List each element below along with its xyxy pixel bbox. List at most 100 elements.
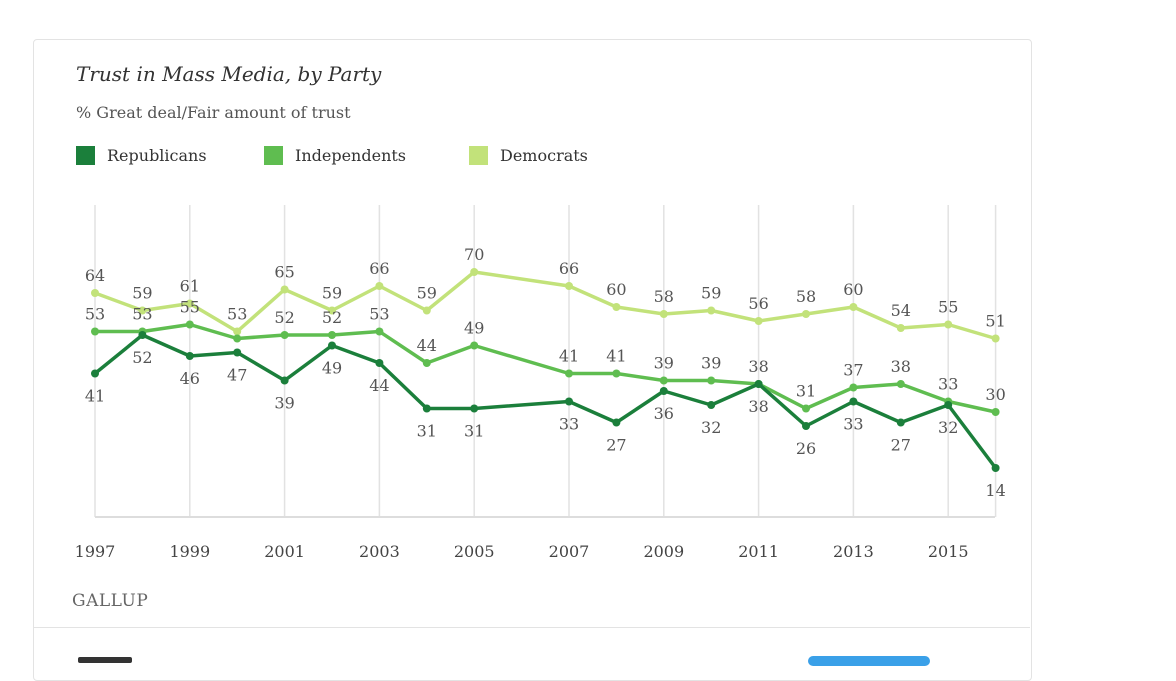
data-point [565, 282, 573, 290]
chart-subtitle: % Great deal/Fair amount of trust [76, 103, 351, 122]
data-point [233, 334, 242, 343]
data-point [185, 320, 194, 329]
data-label: 53 [132, 305, 152, 324]
data-label: 52 [132, 348, 152, 367]
data-label: 27 [891, 436, 911, 455]
chart-card [33, 39, 1032, 681]
data-label: 36 [654, 404, 674, 423]
data-point [896, 380, 905, 388]
data-label: 47 [227, 366, 247, 385]
data-point [375, 282, 384, 290]
x-tick-label: 2001 [264, 542, 305, 561]
data-label: 52 [322, 308, 342, 327]
series-line-republicans [93, 333, 997, 470]
data-point [138, 331, 147, 339]
x-tick-label: 1999 [169, 542, 210, 561]
data-label: 39 [701, 354, 721, 373]
data-point [375, 359, 384, 367]
data-label: 59 [417, 284, 437, 303]
data-label: 33 [843, 415, 863, 434]
data-point [991, 408, 1000, 416]
x-tick-label: 2005 [454, 542, 495, 561]
data-point [612, 303, 621, 311]
data-label: 44 [417, 336, 437, 355]
data-point [375, 327, 384, 336]
data-point [659, 376, 668, 385]
x-tick-label: 2003 [359, 542, 400, 561]
data-label: 32 [938, 418, 958, 437]
data-point [802, 310, 810, 318]
data-point [849, 383, 858, 392]
data-point [233, 348, 242, 357]
data-point [422, 359, 431, 367]
data-point [91, 289, 99, 297]
data-point [612, 369, 621, 378]
data-point [565, 397, 573, 406]
data-point [896, 324, 905, 332]
legend-label: Republicans [107, 146, 207, 165]
data-label: 55 [180, 298, 200, 317]
data-label: 65 [274, 263, 294, 282]
data-point [849, 397, 858, 406]
data-label: 60 [606, 280, 626, 299]
data-point [612, 418, 621, 427]
data-point [849, 303, 858, 311]
data-label: 33 [559, 415, 579, 434]
bottom-button[interactable] [808, 656, 930, 666]
data-label: 56 [748, 294, 768, 313]
data-point [802, 422, 810, 430]
data-label: 49 [464, 319, 484, 338]
data-label: 38 [891, 357, 911, 376]
data-point [470, 341, 479, 350]
data-point [422, 404, 431, 413]
data-point [659, 310, 668, 318]
data-point [328, 306, 336, 315]
x-tick-label: 2015 [928, 542, 969, 561]
data-point [991, 464, 1000, 472]
data-point [470, 404, 479, 413]
data-point [707, 376, 716, 385]
data-label: 41 [85, 387, 105, 406]
x-tick-label: 2013 [833, 542, 874, 561]
data-label: 55 [938, 298, 958, 317]
data-point [565, 369, 573, 378]
data-point [280, 285, 289, 294]
legend-swatch-republicans [76, 146, 95, 165]
data-label: 59 [132, 284, 152, 303]
data-label: 64 [85, 266, 105, 285]
data-label: 39 [654, 354, 674, 373]
data-point [91, 327, 99, 336]
data-label: 30 [985, 385, 1005, 404]
data-point [470, 268, 479, 276]
data-label: 31 [464, 422, 484, 441]
data-label: 26 [796, 439, 816, 458]
legend-independents: Independents [264, 146, 406, 165]
data-label: 46 [180, 369, 200, 388]
data-label: 14 [985, 481, 1005, 500]
data-label: 27 [606, 436, 626, 455]
x-tick-label: 2011 [738, 542, 779, 561]
data-label: 66 [369, 259, 389, 278]
data-label: 38 [748, 397, 768, 416]
data-point [91, 369, 99, 378]
data-point [138, 306, 147, 315]
data-point [754, 380, 763, 388]
gallup-logo: GALLUP [72, 591, 149, 611]
data-label: 61 [180, 277, 200, 296]
data-label: 53 [85, 305, 105, 324]
legend-swatch-independents [264, 146, 283, 165]
data-label: 59 [701, 284, 721, 303]
data-point [707, 401, 716, 409]
data-label: 37 [843, 361, 863, 380]
legend-democrats: Democrats [469, 146, 588, 165]
legend-label: Democrats [500, 146, 588, 165]
data-point [944, 320, 953, 329]
x-tick-label: 1997 [75, 542, 116, 561]
data-label: 60 [843, 280, 863, 299]
bottom-icon [78, 657, 132, 663]
data-point [185, 352, 194, 360]
legend-republicans: Republicans [76, 146, 207, 165]
data-point [754, 317, 763, 325]
data-label: 54 [891, 301, 911, 320]
x-tick-label: 2007 [549, 542, 590, 561]
